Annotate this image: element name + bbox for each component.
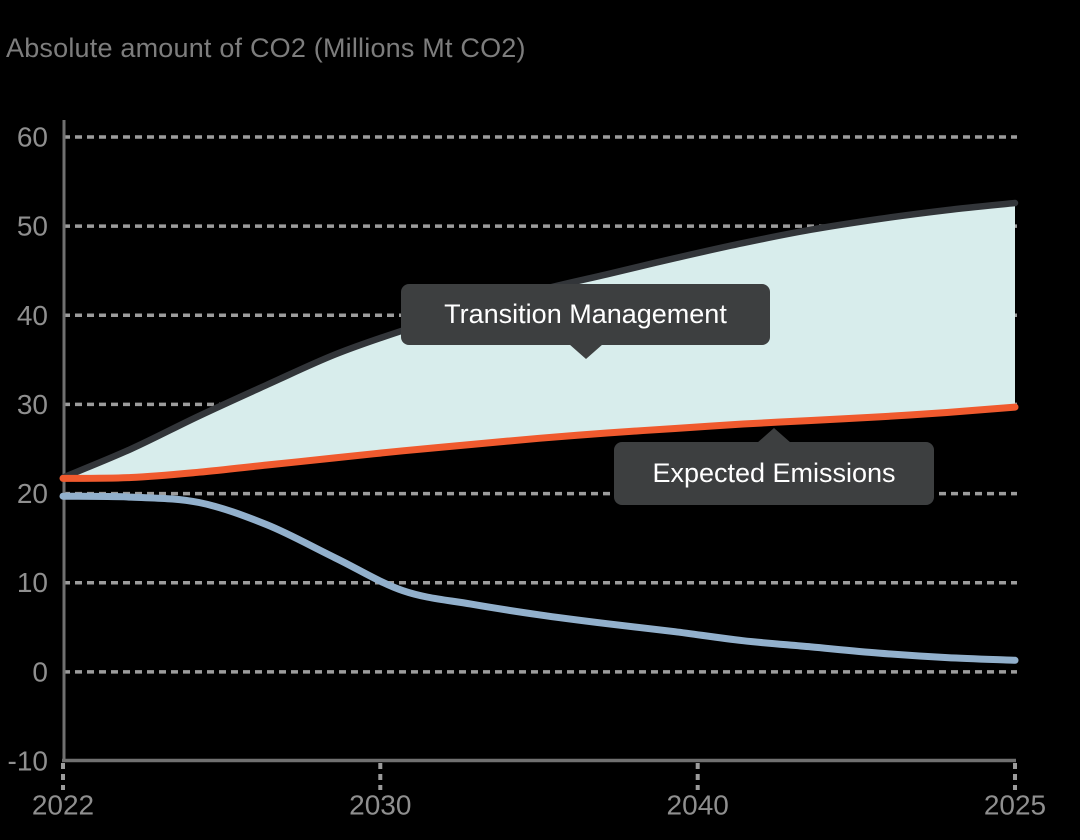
x-axis-tick-label: 2030 bbox=[349, 790, 411, 821]
y-axis-tick-label: 40 bbox=[17, 300, 48, 331]
y-axis-tick-label: 0 bbox=[32, 656, 48, 687]
y-axis-tick-label: 30 bbox=[17, 389, 48, 420]
x-axis-tick-label: 2022 bbox=[32, 790, 94, 821]
y-axis-tick-label: 60 bbox=[17, 122, 48, 153]
expected-emissions-label: Expected Emissions bbox=[652, 458, 896, 488]
y-axis-tick-label: 10 bbox=[17, 567, 48, 598]
x-axis-tick-label: 2040 bbox=[667, 790, 729, 821]
y-axis-tick-label: 20 bbox=[17, 478, 48, 509]
chart-title: Absolute amount of CO2 (Millions Mt CO2) bbox=[6, 33, 526, 63]
x-axis-tick-label: 2025 bbox=[984, 790, 1046, 821]
tooltip-arrow-down-icon bbox=[568, 344, 603, 359]
transition-management-tooltip: Transition Management bbox=[401, 284, 770, 359]
expected-emissions-tooltip: Expected Emissions bbox=[614, 428, 934, 505]
transition-management-label: Transition Management bbox=[444, 299, 727, 329]
y-axis-tick-label: 50 bbox=[17, 211, 48, 242]
declining-emissions-line bbox=[59, 492, 1019, 664]
y-axis-tick-label: -10 bbox=[8, 746, 48, 777]
expected-emissions-line bbox=[59, 403, 1019, 482]
tooltip-arrow-up-icon bbox=[757, 428, 791, 443]
